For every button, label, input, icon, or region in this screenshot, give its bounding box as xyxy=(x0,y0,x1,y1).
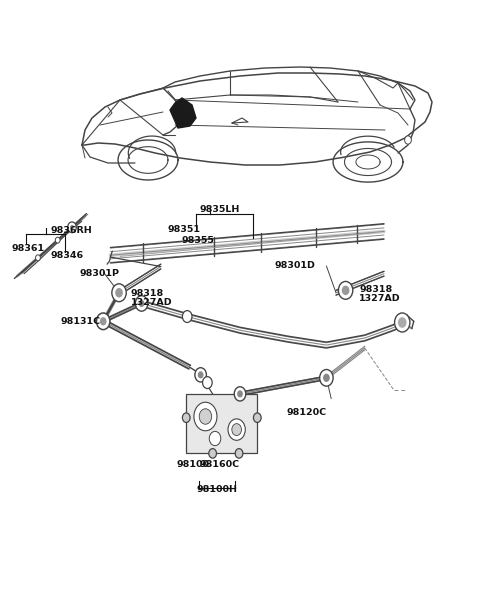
Circle shape xyxy=(234,387,246,401)
Circle shape xyxy=(237,390,243,397)
Circle shape xyxy=(398,317,407,328)
Circle shape xyxy=(405,136,411,144)
Text: 98100: 98100 xyxy=(177,459,210,469)
Text: 98355: 98355 xyxy=(181,236,214,245)
Circle shape xyxy=(232,424,241,436)
Circle shape xyxy=(199,409,212,424)
Text: 98346: 98346 xyxy=(50,251,84,261)
Circle shape xyxy=(115,288,123,298)
Circle shape xyxy=(253,413,261,422)
Circle shape xyxy=(100,317,107,325)
Circle shape xyxy=(112,284,126,302)
Circle shape xyxy=(139,300,144,307)
Circle shape xyxy=(70,225,74,230)
Text: 1327AD: 1327AD xyxy=(131,298,172,308)
Circle shape xyxy=(195,368,206,382)
Text: 98361: 98361 xyxy=(12,244,45,253)
Circle shape xyxy=(338,281,353,299)
Text: 9836RH: 9836RH xyxy=(50,226,92,236)
Circle shape xyxy=(55,237,60,243)
Text: 98131C: 98131C xyxy=(60,317,101,327)
Text: 98351: 98351 xyxy=(167,225,200,234)
Text: 9835LH: 9835LH xyxy=(199,205,240,214)
Text: 1327AD: 1327AD xyxy=(359,294,401,303)
Circle shape xyxy=(68,222,76,233)
Text: 98318: 98318 xyxy=(131,289,164,299)
Circle shape xyxy=(198,371,204,378)
Polygon shape xyxy=(170,98,196,128)
Text: 98301P: 98301P xyxy=(80,268,120,278)
Circle shape xyxy=(342,286,349,295)
Text: 98160C: 98160C xyxy=(199,459,240,469)
Circle shape xyxy=(235,449,243,458)
Circle shape xyxy=(182,413,190,422)
Circle shape xyxy=(320,369,333,386)
Circle shape xyxy=(96,313,110,330)
Circle shape xyxy=(194,402,217,431)
Circle shape xyxy=(228,419,245,440)
Circle shape xyxy=(182,311,192,322)
Text: 98318: 98318 xyxy=(359,285,392,295)
Text: 98100H: 98100H xyxy=(197,485,238,494)
Text: 98120C: 98120C xyxy=(286,408,326,417)
Circle shape xyxy=(36,255,40,261)
Circle shape xyxy=(203,377,212,389)
Circle shape xyxy=(209,449,216,458)
FancyBboxPatch shape xyxy=(186,394,257,453)
Text: 98301D: 98301D xyxy=(275,261,315,271)
Circle shape xyxy=(323,374,330,382)
Circle shape xyxy=(135,296,148,311)
Circle shape xyxy=(209,431,221,446)
Circle shape xyxy=(395,313,410,332)
